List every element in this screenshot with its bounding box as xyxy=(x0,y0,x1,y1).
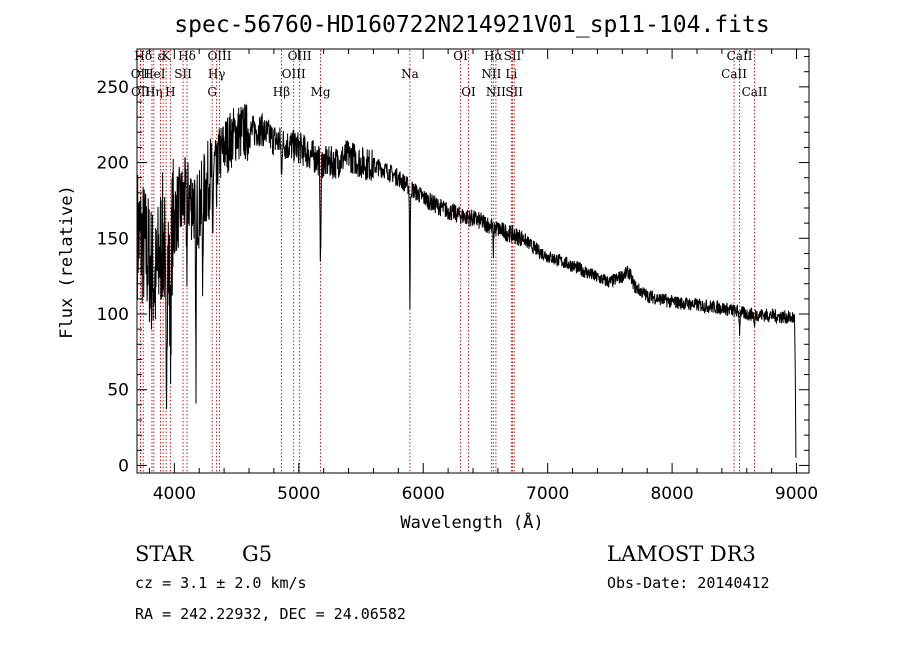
y-tick-label: 250 xyxy=(97,78,129,98)
survey-name: LAMOST DR3 xyxy=(607,542,756,566)
obs-date: Obs-Date: 20140412 xyxy=(607,574,770,592)
spectral-line-label: SII xyxy=(505,85,523,99)
spectral-line-label: OII xyxy=(131,85,151,99)
spectral-line-label: OIII xyxy=(282,67,306,81)
spectral-line-label: CaII xyxy=(742,85,768,99)
spectral-line-label: G xyxy=(207,85,217,99)
spectral-line-label: I xyxy=(161,67,166,81)
x-tick-label: 6000 xyxy=(402,484,445,504)
spectral-line-label: Hη xyxy=(145,85,163,99)
y-axis-ticks: 0 50 100 150 200 250 xyxy=(97,56,809,476)
spectral-line-label: OIII xyxy=(288,49,312,63)
spectral-line-label: Hδ xyxy=(178,49,196,63)
spectral-line-label: NII xyxy=(486,85,506,99)
spectral-line-label: SII xyxy=(174,67,192,81)
x-tick-label: 8000 xyxy=(650,484,693,504)
redshift-readout: cz = 3.1 ± 2.0 km/s xyxy=(135,574,307,592)
spectral-line-label: OII xyxy=(131,67,151,81)
x-tick-label: 4000 xyxy=(153,484,196,504)
spectral-line-label: K xyxy=(162,49,172,63)
spectral-line-label: OI xyxy=(453,49,468,63)
spectral-line-label: Hα xyxy=(484,49,503,63)
y-tick-label: 100 xyxy=(97,305,129,325)
y-tick-label: 50 xyxy=(107,381,129,401)
plot-frame xyxy=(136,48,810,474)
spectral-line-label: Hγ xyxy=(208,67,226,81)
subclass: G5 xyxy=(242,542,272,566)
coordinates-readout: RA = 242.22932, DEC = 24.06582 xyxy=(135,605,406,623)
y-axis-label: Flux (relative) xyxy=(57,185,77,339)
y-tick-label: 150 xyxy=(97,229,129,249)
x-tick-label: 9000 xyxy=(775,484,818,504)
spectral-line-label: OI xyxy=(461,85,476,99)
x-axis-ticks: 4000 5000 6000 7000 8000 9000 xyxy=(148,49,818,504)
object-type: STAR xyxy=(135,542,194,566)
spectral-line-label: SII xyxy=(504,49,522,63)
spectral-line-label: OIII xyxy=(207,49,231,63)
spectral-line-label: Li xyxy=(505,67,517,81)
spectrum-line xyxy=(136,103,797,458)
y-tick-label: 0 xyxy=(118,456,129,476)
spectral-line-label: Hβ xyxy=(273,85,290,99)
x-tick-label: 5000 xyxy=(277,484,320,504)
spectral-line-label: Mg xyxy=(311,85,331,99)
spectral-line-label: NII xyxy=(481,67,501,81)
spectral-line-label: Hδ xyxy=(134,49,152,63)
spectral-line-label: Na xyxy=(401,67,419,81)
chart-title: spec-56760-HD160722N214921V01_sp11-104.f… xyxy=(174,12,769,38)
spectral-line-label: H xyxy=(165,85,175,99)
x-tick-label: 7000 xyxy=(526,484,569,504)
x-axis-label: Wavelength (Å) xyxy=(400,511,543,533)
spectral-line-label: ε xyxy=(157,49,163,63)
y-tick-label: 200 xyxy=(97,154,129,174)
spectral-line-label: He xyxy=(143,67,161,81)
spectral-line-label: CaII xyxy=(727,49,753,63)
spectral-line-label: CaII xyxy=(721,67,747,81)
spectral-line-markers xyxy=(139,50,755,472)
